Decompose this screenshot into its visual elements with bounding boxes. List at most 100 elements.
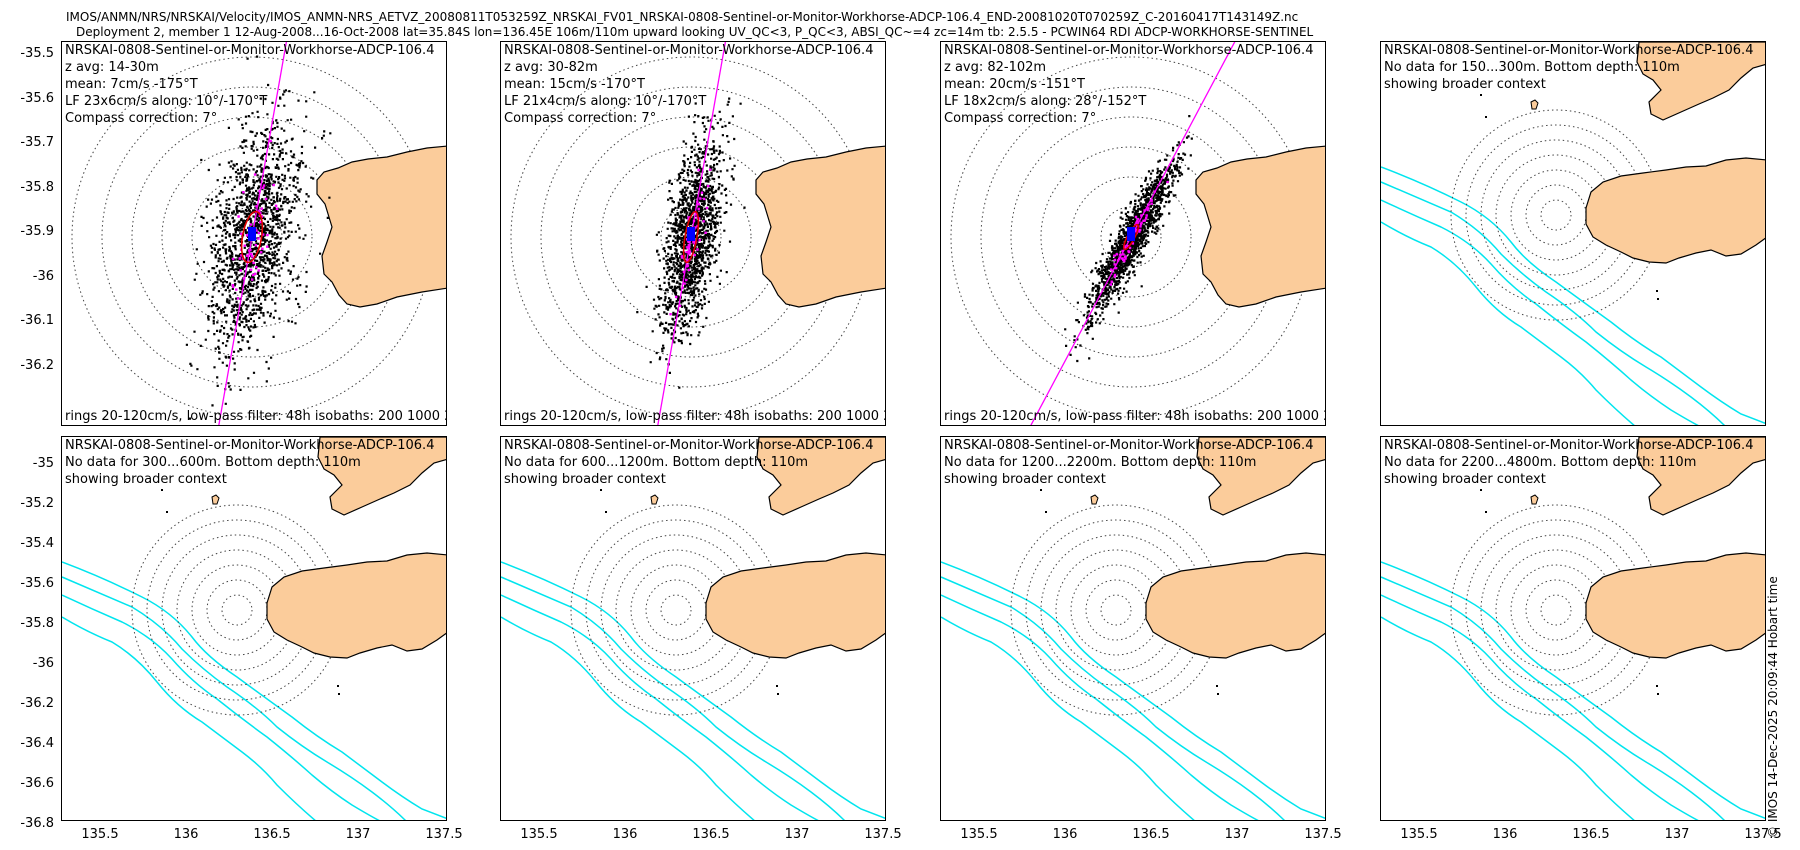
panel-2-compass: Compass correction: 7° (504, 111, 657, 126)
file-path-title: IMOS/ANMN/NRS/NRSKAI/Velocity/IMOS_ANMN-… (66, 10, 1299, 24)
y-tick-label: -36.2 (20, 357, 54, 373)
panel-3-title: NRSKAI-0808-Sentinel-or-Monitor-Workhors… (944, 43, 1314, 58)
speed-ring (1525, 184, 1587, 246)
speed-ring (221, 594, 253, 626)
panel-1-text: NRSKAI-0808-Sentinel-or-Monitor-Workhors… (65, 42, 434, 127)
kangaroo-island-land (1145, 552, 1325, 659)
panel-5-context: showing broader context (65, 472, 227, 487)
panel-2-footer: rings 20-120cm/s, low-pass filter: 48h i… (504, 409, 885, 424)
y-tick-label: -35.2 (20, 496, 54, 511)
deployment-subtitle: Deployment 2, member 1 12-Aug-2008...16-… (76, 25, 1314, 39)
x-tick-label: 137 (1664, 827, 1690, 842)
y-tick-label: -36 (32, 268, 54, 284)
panel-2-depth: z avg: 30-82m (504, 60, 598, 75)
isobath-contour (62, 561, 446, 820)
velocity-scatter-cloud (636, 97, 746, 389)
x-tick-label: 136 (612, 827, 638, 842)
velocity-panel-2: NRSKAI-0808-Sentinel-or-Monitor-Workhors… (500, 41, 886, 426)
x-tick-label: 136.5 (253, 827, 291, 842)
panel-1-mean: mean: 7cm/s -175°T (65, 77, 198, 92)
isobath-contour (62, 594, 380, 820)
isobath-contour (501, 576, 846, 820)
speed-ring (1525, 579, 1587, 641)
velocity-panel-1: NRSKAI-0808-Sentinel-or-Monitor-Workhors… (61, 41, 447, 426)
panel-2-title: NRSKAI-0808-Sentinel-or-Monitor-Workhors… (504, 43, 874, 58)
mainland-coast (1636, 42, 1765, 121)
panel-7-title: NRSKAI-0808-Sentinel-or-Monitor-Workhors… (944, 438, 1314, 453)
isobath-contour (501, 561, 885, 820)
panel-4-title: NRSKAI-0808-Sentinel-or-Monitor-Workhors… (1384, 43, 1754, 58)
panel-5-text: NRSKAI-0808-Sentinel-or-Monitor-Workhors… (65, 437, 434, 488)
panel-3-mean: mean: 20cm/s -151°T (944, 77, 1085, 92)
y-tick-label: -35.9 (20, 224, 54, 239)
isobath-contour (1381, 594, 1699, 820)
kangaroo-island-land (755, 145, 885, 308)
y-tick-label: -36.6 (20, 776, 54, 791)
x-tick-label: 137 (345, 827, 371, 842)
islet-dot (777, 693, 779, 695)
x-tick-label: 137.5 (1304, 827, 1342, 842)
y-tick-label: -36.2 (20, 696, 54, 711)
panel-8-text: NRSKAI-0808-Sentinel-or-Monitor-Workhors… (1384, 437, 1753, 488)
islet-dot (1485, 116, 1487, 118)
mainland-coast (317, 437, 446, 516)
panel-3-compass: Compass correction: 7° (944, 111, 1097, 126)
speed-ring (1100, 206, 1162, 268)
panel-2-mean: mean: 15cm/s -170°T (504, 77, 645, 92)
variance-ellipse (240, 210, 264, 264)
isobath-contour (941, 576, 1286, 820)
x-tick-label: 135.5 (960, 827, 998, 842)
panel-3-depth: z avg: 82-102m (944, 60, 1047, 75)
panel-8-map (1381, 437, 1765, 820)
x-tick-label: 135.5 (520, 827, 558, 842)
kangaroo-island-land (1195, 145, 1325, 308)
y-tick-label: -36.4 (20, 736, 54, 751)
mainland-coast (1196, 437, 1325, 516)
velocity-points (636, 97, 746, 389)
isobath-contour (1381, 181, 1726, 425)
mainland-coast (756, 437, 885, 516)
isobath-contour (1381, 221, 1635, 425)
panel-3-footer: rings 20-120cm/s, low-pass filter: 48h i… (944, 409, 1325, 424)
speed-ring (206, 579, 268, 641)
x-tick-label: 136.5 (1132, 827, 1170, 842)
islet-dot (1656, 685, 1658, 687)
panel-7-nodata: No data for 1200...2200m. Bottom depth: … (944, 455, 1257, 470)
y-tick-label: -36.1 (20, 313, 54, 328)
panel-6-map (501, 437, 885, 820)
kangaroo-island-land (1585, 552, 1765, 659)
panel-5-nodata: No data for 300...600m. Bottom depth: 11… (65, 455, 361, 470)
panel-2-lf: LF 21x4cm/s along: 10°/-170°T (504, 94, 707, 109)
context-panel-6: NRSKAI-0808-Sentinel-or-Monitor-Workhors… (500, 436, 886, 821)
islet-dot (338, 693, 340, 695)
y-tick-label: -35.6 (20, 90, 54, 106)
panel-7-text: NRSKAI-0808-Sentinel-or-Monitor-Workhors… (944, 437, 1313, 488)
y-tick-label: -35.8 (20, 179, 54, 195)
panel-1-footer: rings 20-120cm/s, low-pass filter: 48h i… (65, 409, 446, 424)
islet-dot (161, 489, 163, 491)
panel-1-compass: Compass correction: 7° (65, 111, 218, 126)
y-tick-label: -35.5 (20, 46, 54, 61)
panel-5-map (62, 437, 446, 820)
islet-dot (1657, 298, 1659, 300)
panel-2-text: NRSKAI-0808-Sentinel-or-Monitor-Workhors… (504, 42, 873, 127)
kangaroo-island-land (1585, 157, 1765, 264)
context-panel-5: NRSKAI-0808-Sentinel-or-Monitor-Workhors… (61, 436, 447, 821)
y-tick-label: -35.8 (20, 616, 54, 631)
x-tick-label: 136.5 (692, 827, 730, 842)
speed-ring (191, 176, 313, 298)
variance-ellipse (682, 210, 700, 264)
islet-dot (1657, 693, 1659, 695)
x-tick-label: 135.5 (1400, 827, 1438, 842)
islet-dot (1480, 489, 1482, 491)
isobath-contour (1381, 561, 1765, 820)
x-tick-label: 137.5 (864, 827, 902, 842)
y-tick-label: -35.4 (20, 536, 54, 551)
panel-2-plot (510, 42, 885, 425)
low-pass-points (1109, 180, 1169, 286)
speed-ring (630, 176, 752, 298)
y-tick-label: -36 (32, 656, 54, 671)
speed-ring (660, 206, 722, 268)
x-tick-label: 137 (784, 827, 810, 842)
panel-6-text: NRSKAI-0808-Sentinel-or-Monitor-Workhors… (504, 437, 873, 488)
